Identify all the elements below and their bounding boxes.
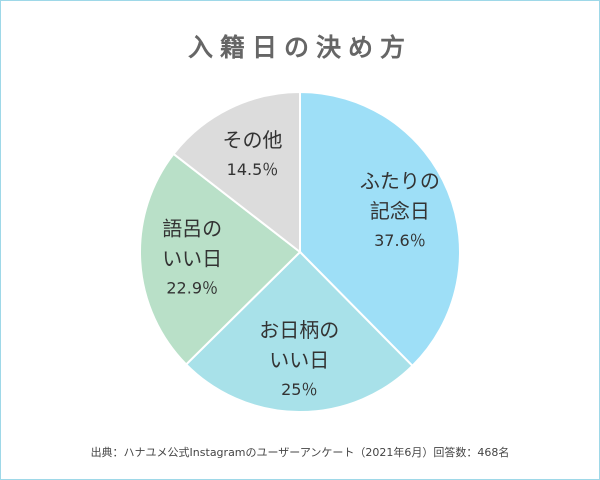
source-note: 出典：ハナユメ公式Instagramのユーザーアンケート（2021年6月）回答数… — [90, 446, 510, 459]
slice-label: お日柄の — [259, 318, 339, 342]
slice-label: いい日 — [162, 246, 222, 270]
slice-value-label: 14.5％ — [227, 160, 279, 179]
slice-label: その他 — [223, 128, 283, 152]
slice-label: いい日 — [269, 348, 329, 372]
slice-anniversary — [299, 90, 461, 368]
slice-label: 記念日 — [370, 199, 430, 223]
pie-labels: ふたりの記念日37.6％お日柄のいい日25％語呂のいい日22.9％その他14.5… — [162, 128, 440, 399]
chart-title: 入籍日の決め方 — [187, 33, 412, 62]
slice-wordplay-day — [139, 152, 302, 366]
slice-value-label: 37.6％ — [374, 231, 426, 250]
slice-value-label: 25％ — [281, 380, 317, 399]
slice-auspicious-day — [184, 250, 414, 413]
slice-label: 語呂の — [162, 216, 222, 240]
slice-value-label: 22.9％ — [166, 278, 218, 297]
pie-slices — [139, 90, 461, 413]
slice-other — [172, 90, 301, 255]
slice-label: ふたりの — [360, 169, 440, 193]
